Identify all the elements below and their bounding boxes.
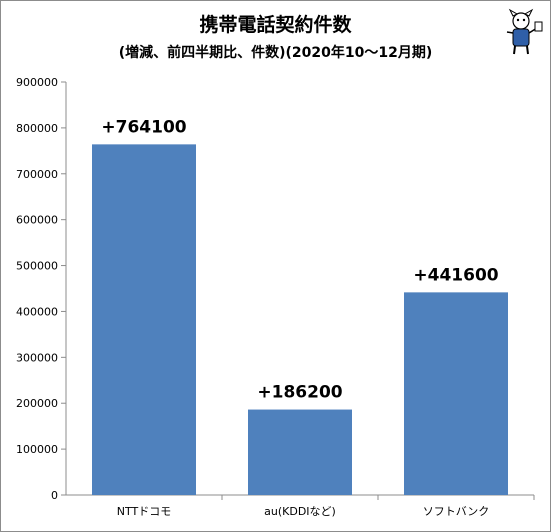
y-tick-label: 700000 <box>16 168 58 181</box>
chart-subtitle: (増減、前四半期比、件数)(2020年10～12月期) <box>118 45 433 61</box>
mascot-icon <box>506 8 543 55</box>
data-label: +186200 <box>257 383 342 403</box>
y-tick-label: 600000 <box>16 214 58 227</box>
chart-title: 携帯電話契約件数 <box>199 14 352 36</box>
bar <box>248 409 352 495</box>
data-label: +764100 <box>101 117 186 137</box>
y-tick-label: 200000 <box>16 397 58 410</box>
y-tick-label: 0 <box>51 489 58 502</box>
y-tick-label: 500000 <box>16 260 58 273</box>
bar <box>92 144 196 495</box>
bar <box>404 292 508 495</box>
y-tick-label: 100000 <box>16 443 58 456</box>
x-category-label: ソフトバンク <box>423 505 490 518</box>
data-label: +441600 <box>413 265 498 285</box>
x-category-label: NTTドコモ <box>117 505 171 518</box>
y-tick-label: 900000 <box>16 76 58 89</box>
x-category-label: au(KDDIなど) <box>264 505 336 518</box>
y-tick-label: 400000 <box>16 305 58 318</box>
y-tick-label: 800000 <box>16 122 58 135</box>
y-tick-label: 300000 <box>16 351 58 364</box>
